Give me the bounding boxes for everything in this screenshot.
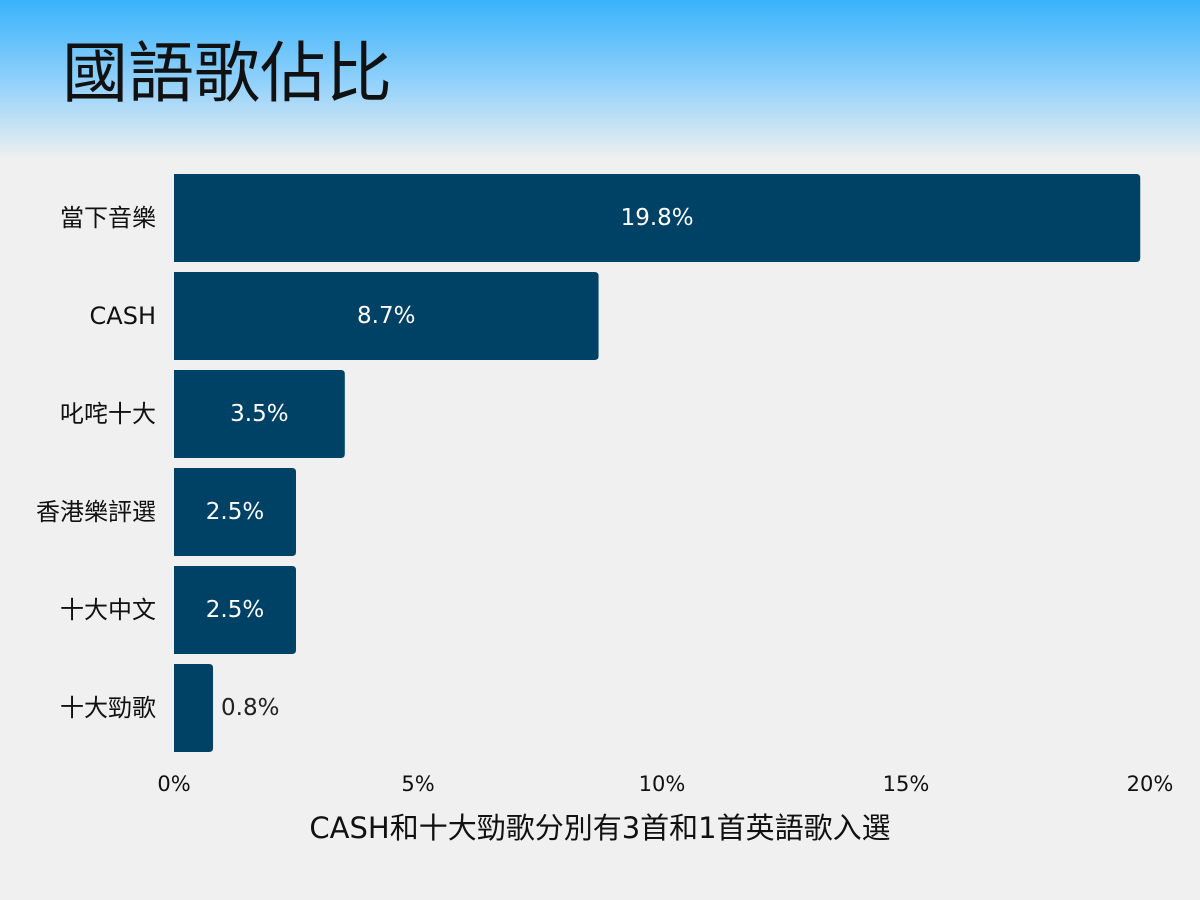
category-label: 十大勁歌 [60,694,156,722]
value-label: 3.5% [230,401,288,427]
bar-2 [174,272,599,360]
x-tick-label: 5% [401,772,434,796]
bar-6 [174,664,214,752]
value-label: 2.5% [206,499,264,525]
category-label: 香港樂評選 [36,498,156,526]
chart-footnote: CASH和十大勁歌分別有3首和1首英語歌入選 [309,811,891,845]
bar-1 [174,174,1141,262]
value-label: 8.7% [357,303,415,329]
x-tick-label: 0% [157,772,190,796]
bar-5 [174,566,296,654]
page-title: 國語歌佔比 [62,35,392,112]
category-label: 十大中文 [60,596,156,624]
category-label: 叱咤十大 [60,400,156,428]
category-label: CASH [90,302,156,330]
value-label: 19.8% [621,205,694,231]
bar-4 [174,468,296,556]
value-label: 2.5% [206,597,264,623]
value-label: 0.8% [221,695,279,721]
bar-chart: 當下音樂 19.8% CASH 8.7% 叱咤十大 3.5% 香港樂評選 2.5% 十大中文 2.… [36,174,1174,796]
x-tick-label: 15% [883,772,930,796]
x-tick-label: 10% [639,772,686,796]
x-tick-label: 20% [1127,772,1174,796]
bar-3 [174,370,345,458]
header-gradient-band [0,0,1200,160]
category-label: 當下音樂 [60,204,156,232]
